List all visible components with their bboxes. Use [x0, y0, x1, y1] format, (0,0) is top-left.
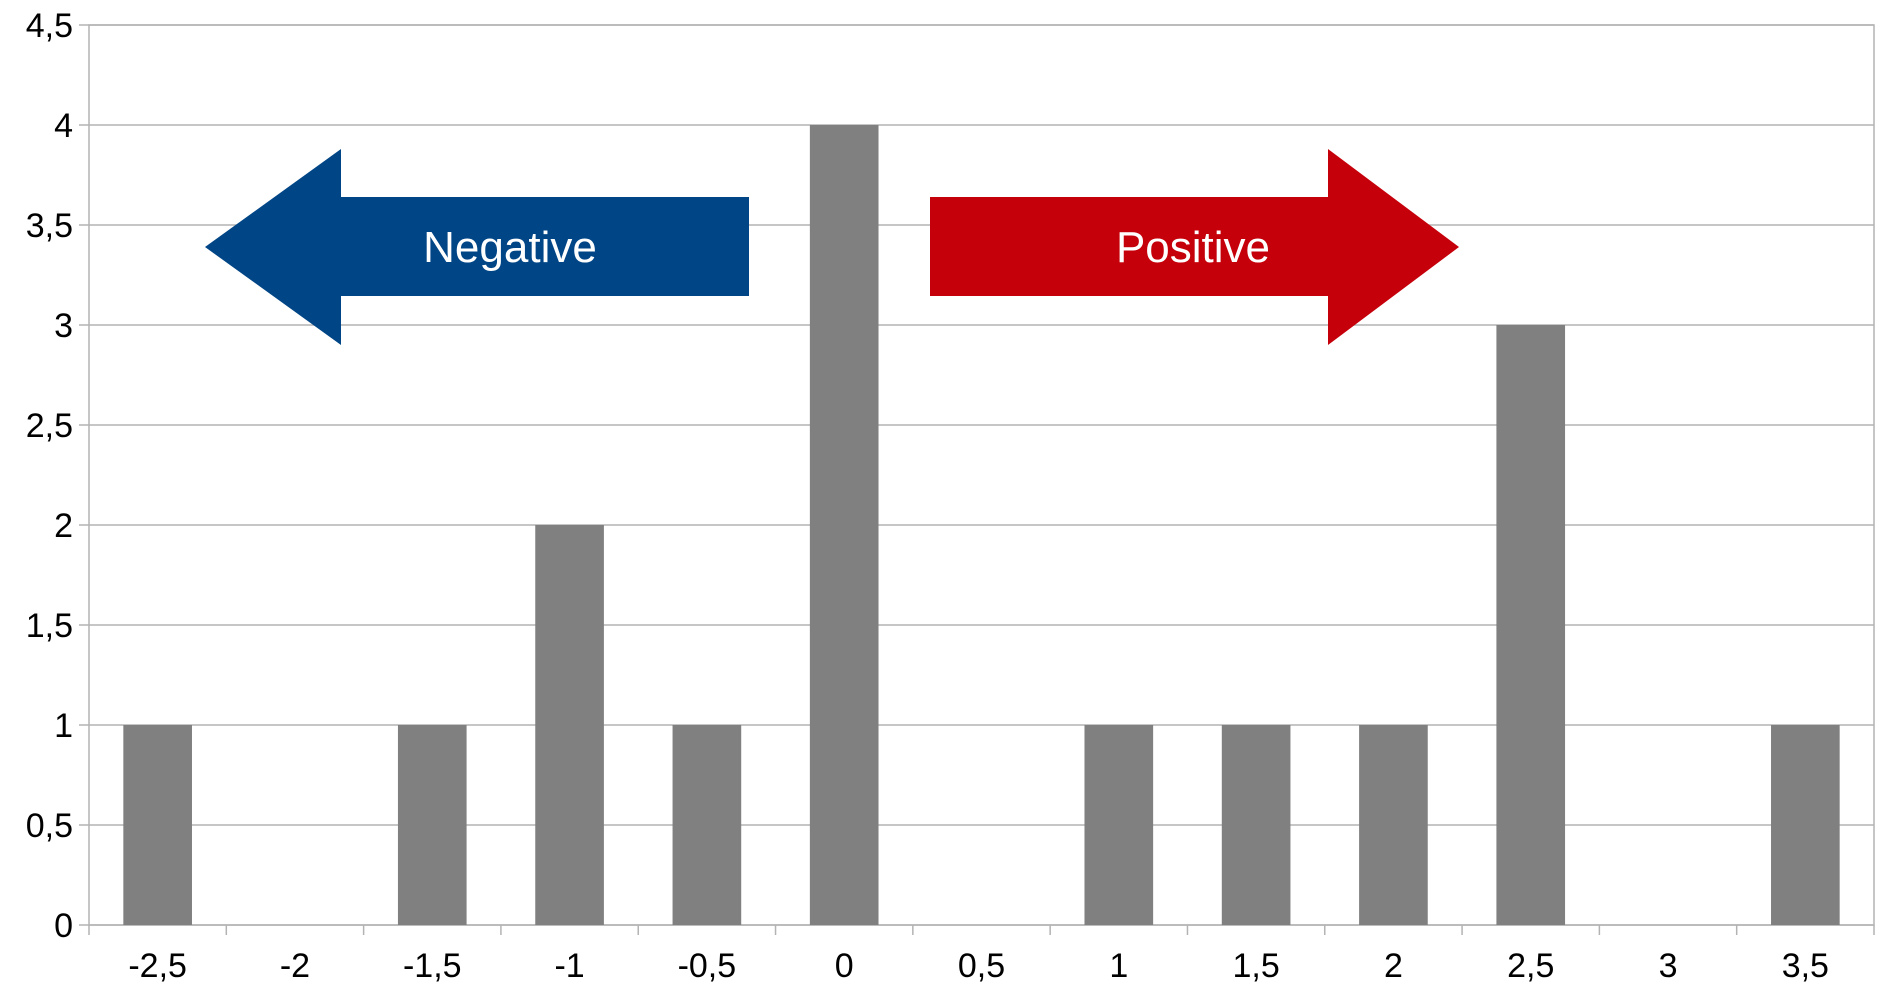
bar [672, 725, 742, 925]
bar [1496, 325, 1566, 925]
positive-arrow-shape [930, 149, 1459, 345]
x-tick-label: 1,5 [1232, 947, 1279, 985]
positive-arrow: Positive [930, 149, 1459, 345]
y-tick-label: 1 [54, 707, 73, 745]
bar [1221, 725, 1291, 925]
bar [535, 525, 604, 925]
bar [1771, 725, 1840, 925]
bar [123, 725, 192, 925]
x-tick-label: 0 [835, 947, 854, 985]
y-tick-label: 4 [54, 107, 73, 145]
x-tick-label: -1 [554, 947, 584, 985]
plot-area [88, 24, 1875, 926]
x-tick-label: 2 [1384, 947, 1403, 985]
y-tick-label: 2,5 [26, 407, 73, 445]
negative-arrow-shape [205, 149, 749, 345]
bar [397, 725, 467, 925]
bar [809, 125, 879, 925]
bar [1084, 725, 1154, 925]
x-tick-label: -2,5 [128, 947, 187, 985]
negative-arrow: Negative [205, 149, 749, 345]
negative-arrow-label: Negative [423, 223, 597, 272]
x-tick-label: 3,5 [1782, 947, 1829, 985]
x-axis-tick-labels: -2,5 -2 -1,5 -1 -0,5 0 0,5 1 1,5 2 2,5 3 3,5 [128, 947, 1829, 985]
x-tick-label: 0,5 [958, 947, 1005, 985]
gridlines [79, 24, 1875, 935]
x-tick-label: -1,5 [403, 947, 462, 985]
bars [123, 125, 1840, 925]
x-tick-label: -2 [280, 947, 310, 985]
y-tick-label: 3,5 [26, 207, 73, 245]
bar [1359, 725, 1428, 925]
y-tick-label: 3 [54, 307, 73, 345]
x-tick-label: 3 [1659, 947, 1678, 985]
x-tick-label: -0,5 [678, 947, 737, 985]
x-tick-label: 2,5 [1507, 947, 1554, 985]
x-tick-label: 1 [1109, 947, 1128, 985]
y-tick-label: 2 [54, 507, 73, 545]
positive-arrow-label: Positive [1116, 223, 1270, 272]
y-axis-tick-labels: 0 0,5 1 1,5 2 2,5 3 3,5 4 4,5 [26, 7, 73, 945]
y-tick-label: 0 [54, 907, 73, 945]
y-tick-label: 1,5 [26, 607, 73, 645]
y-tick-label: 4,5 [26, 7, 73, 45]
y-tick-label: 0,5 [26, 807, 73, 845]
